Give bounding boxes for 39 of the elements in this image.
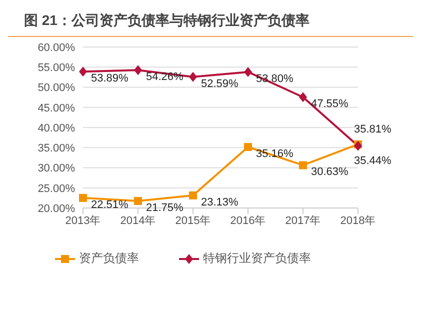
- data-label: 35.81%: [354, 123, 392, 136]
- x-tick-label: 2017年: [285, 214, 321, 227]
- data-label: 22.51%: [91, 198, 129, 211]
- x-tick-label: 2018年: [340, 214, 376, 227]
- point: [244, 142, 252, 151]
- y-tick-label: 30.00%: [38, 162, 76, 175]
- data-label: 52.59%: [201, 78, 239, 90]
- point: [189, 191, 197, 200]
- chart-title: 图 21：公司资产负债率与特钢行业资产负债率: [8, 8, 413, 37]
- data-label: 53.89%: [91, 72, 129, 85]
- point: [79, 194, 87, 202]
- data-label: 47.55%: [311, 98, 349, 110]
- y-tick-label: 25.00%: [38, 182, 76, 195]
- point: [244, 66, 252, 77]
- point: [299, 161, 307, 170]
- legend-label: 特钢行业资产负债率: [202, 250, 311, 267]
- point: [134, 196, 142, 205]
- y-tick-label: 20.00%: [38, 202, 76, 215]
- x-tick-label: 2016年: [230, 214, 266, 227]
- y-tick-label: 45.00%: [38, 102, 76, 114]
- data-label: 35.44%: [354, 154, 392, 167]
- x-tick-label: 2014年: [120, 214, 156, 227]
- point: [354, 140, 362, 151]
- data-label: 54.26%: [146, 71, 184, 84]
- y-tick-label: 35.00%: [38, 142, 76, 155]
- data-label: 21.75%: [146, 202, 184, 214]
- y-tick-label: 40.00%: [38, 122, 76, 134]
- point: [134, 65, 142, 76]
- point: [189, 72, 197, 82]
- y-tick-label: 50.00%: [38, 82, 76, 94]
- x-tick-label: 2015年: [175, 214, 211, 227]
- legend-label: 资产负债率: [78, 250, 139, 267]
- point: [299, 92, 307, 102]
- point: [79, 66, 87, 77]
- data-label: 23.13%: [201, 196, 239, 208]
- y-tick-label: 55.00%: [38, 62, 76, 74]
- y-tick-label: 60.00%: [38, 42, 76, 54]
- data-label: 30.63%: [311, 166, 349, 178]
- x-tick-label: 2013年: [65, 214, 101, 227]
